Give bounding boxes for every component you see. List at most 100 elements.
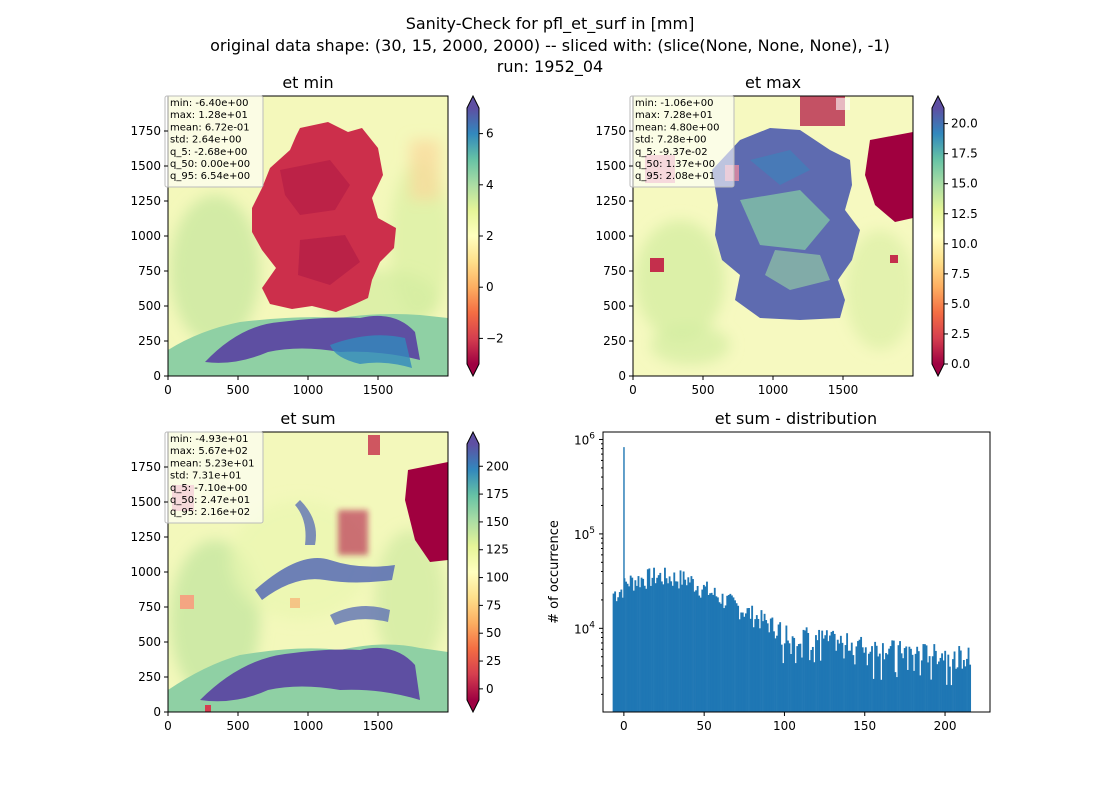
histogram-bar (931, 656, 934, 712)
panel-et-sum-distribution: et sum - distribution 0 50 100 150 200 10410… (547, 409, 991, 733)
y-tick-exponent: 4 (589, 620, 595, 630)
stats-line: q_5: -2.68e+00 (170, 147, 247, 158)
histogram-bar (723, 608, 726, 712)
x-tick-label: 1500 (363, 719, 394, 733)
histogram-bar (947, 654, 950, 712)
histogram-bar (774, 638, 777, 712)
map-image-et-min (168, 96, 448, 376)
x-tick-label: 100 (773, 719, 796, 733)
colorbar-tick-label: 0.0 (951, 357, 970, 371)
histogram-bar (735, 603, 738, 712)
colorbar-tick-label: 75 (486, 598, 501, 612)
histogram-bar (903, 648, 906, 712)
histogram-bar (849, 650, 852, 712)
histogram-bar (892, 640, 895, 712)
stats-line: min: -6.40e+00 (170, 98, 249, 109)
histogram-bar (639, 587, 641, 712)
histogram-bar (797, 644, 800, 712)
histogram-bar (660, 581, 663, 712)
histogram-bar (846, 633, 849, 712)
y-tick-exponent: 5 (589, 526, 595, 536)
histogram-bar (667, 583, 669, 712)
histogram-bar (835, 650, 838, 712)
x-tick-label: 1000 (758, 383, 789, 397)
histogram-bar (927, 662, 929, 712)
y-axis-et-max: 0 250 500 750 1000 1250 1500 1750 (595, 124, 633, 383)
y-tick-label: 1000 (130, 565, 161, 579)
histogram-bar (807, 632, 810, 712)
stats-line: q_50: 1.37e+00 (635, 159, 715, 170)
histogram-bar (930, 679, 933, 712)
histogram-bar (838, 643, 841, 712)
histogram-bar (720, 603, 722, 712)
histogram-bar (651, 577, 654, 712)
y-tick-label: 750 (138, 600, 161, 614)
y-tick-label: 750 (603, 264, 626, 278)
x-tick-label: 1000 (293, 383, 324, 397)
histogram-bar (782, 663, 785, 712)
histogram-bar (808, 660, 811, 712)
histogram-bar (768, 632, 771, 712)
x-tick-label: 500 (227, 383, 250, 397)
y-tick-label: 106 (574, 431, 595, 447)
histogram-bar (699, 597, 702, 712)
histogram-bar (953, 651, 956, 712)
histogram-bar (799, 643, 802, 712)
histogram-ylabel: # of occurrence (547, 520, 562, 624)
colorbar-tick-label: 5.0 (951, 297, 970, 311)
histogram-bar (765, 620, 768, 712)
histogram-bar (682, 571, 685, 712)
histogram-bar (751, 605, 754, 712)
stats-line: q_5: -9.37e-02 (635, 147, 708, 158)
histogram-bar (650, 585, 652, 712)
histogram-bar (740, 612, 743, 712)
y-tick-label: 104 (574, 620, 595, 636)
stats-line: q_95: 2.08e+01 (635, 171, 715, 182)
histogram-bar (891, 640, 894, 712)
histogram-bar (684, 579, 687, 712)
histogram-bar (908, 646, 911, 712)
y-tick-label: 105 (574, 526, 595, 542)
histogram-bar (805, 627, 808, 712)
histogram-bar (959, 650, 962, 712)
histogram-bar (670, 581, 673, 712)
stats-line: mean: 6.72e-01 (170, 122, 250, 133)
histogram-bar (640, 577, 643, 712)
colorbar-tick-label: 4 (486, 178, 494, 192)
y-tick-label: 750 (138, 264, 161, 278)
colorbar-tick-label: 50 (486, 626, 501, 640)
histogram-bar (743, 616, 746, 712)
stats-line: q_50: 0.00e+00 (170, 159, 250, 170)
y-tick-label: 500 (138, 299, 161, 313)
histogram-bar (704, 586, 707, 712)
x-tick-label: 500 (692, 383, 715, 397)
histogram-bar (681, 584, 683, 712)
y-axis-et-sum-distribution: 104 105 106 (574, 431, 603, 695)
histogram-bar (827, 641, 830, 712)
histogram-bar (692, 579, 694, 712)
histogram-bar (945, 684, 948, 712)
colorbar-tick-label: 0 (486, 280, 494, 294)
histogram-bar (702, 584, 705, 712)
histogram-bar (777, 624, 780, 712)
histogram-bar (822, 638, 825, 712)
histogram-bar (969, 664, 972, 712)
histogram-bar (885, 653, 887, 712)
colorbar-tick-label: 2.5 (951, 327, 970, 341)
colorbar-tick-label: 15.0 (951, 177, 978, 191)
histogram-bar (804, 630, 806, 712)
stats-line: min: -4.93e+01 (170, 434, 249, 445)
x-tick-label: 0 (164, 719, 172, 733)
histogram-bar (618, 592, 621, 712)
histogram-bar (776, 635, 778, 712)
histogram-bar (810, 649, 813, 712)
histogram-bar (780, 644, 783, 712)
y-tick-label: 250 (138, 334, 161, 348)
histogram-bar (687, 577, 690, 712)
stats-line: max: 1.28e+01 (170, 110, 248, 121)
histogram-bar (910, 648, 912, 712)
histogram-bar (916, 646, 919, 712)
x-tick-label: 1500 (363, 383, 394, 397)
